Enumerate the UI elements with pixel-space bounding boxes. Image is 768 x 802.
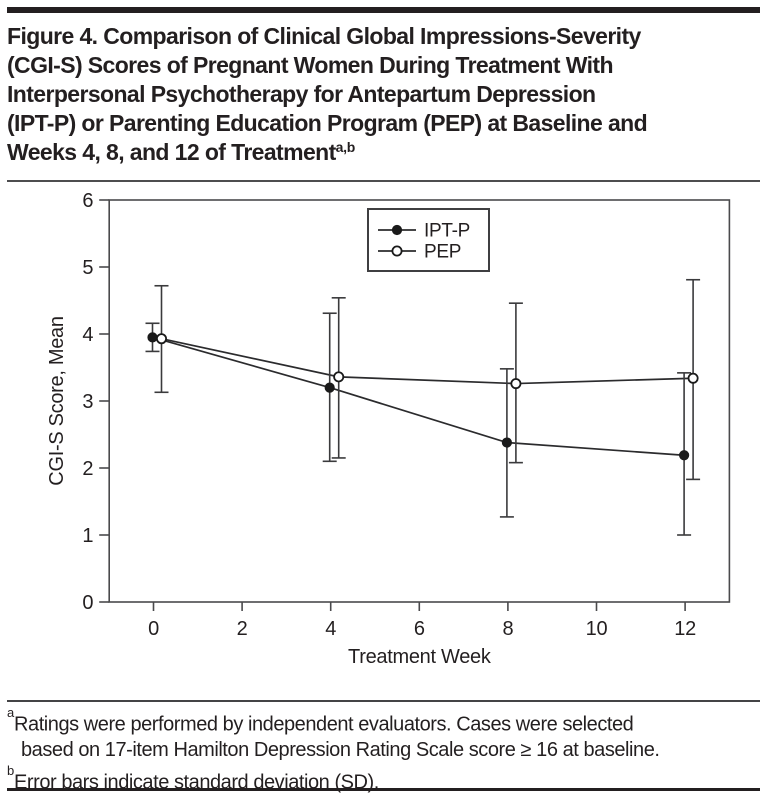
x-tick-label: 6 xyxy=(414,618,425,640)
data-point-pep xyxy=(510,378,522,390)
figure-title-line: Figure 4. Comparison of Clinical Global … xyxy=(7,23,641,49)
top-border-bar xyxy=(7,7,760,13)
legend-box xyxy=(367,208,490,272)
footnote-a-line-2: based on 17-item Hamilton Depression Rat… xyxy=(7,738,763,764)
data-point-ipt-p xyxy=(324,382,335,393)
x-tick-label: 8 xyxy=(502,618,513,640)
footnote-divider xyxy=(7,700,760,702)
y-tick-label: 5 xyxy=(82,257,93,279)
data-point-pep xyxy=(333,371,345,383)
x-tick-label: 0 xyxy=(148,618,159,640)
y-tick-label: 0 xyxy=(82,592,93,614)
figure-title-line: Weeks 4, 8, and 12 of Treatmenta,b xyxy=(7,138,763,170)
footnote-a-text-2: based on 17-item Hamilton Depression Rat… xyxy=(21,739,660,762)
x-tick-label: 4 xyxy=(325,618,336,640)
data-point-pep xyxy=(155,333,167,345)
data-point-ipt-p xyxy=(501,437,512,448)
figure-title: Figure 4. Comparison of Clinical Global … xyxy=(7,22,763,170)
title-divider xyxy=(7,180,760,182)
x-tick-label: 2 xyxy=(237,618,248,640)
figure-title-line: (IPT-P) or Parenting Education Program (… xyxy=(7,110,648,136)
data-point-ipt-p xyxy=(679,450,690,461)
y-tick-label: 6 xyxy=(82,190,93,212)
x-axis-label: Treatment Week xyxy=(348,646,492,668)
data-point-pep xyxy=(687,372,699,384)
y-tick-label: 1 xyxy=(82,525,93,547)
y-tick-label: 2 xyxy=(82,458,93,480)
bottom-border-bar xyxy=(7,788,760,791)
x-tick-label: 12 xyxy=(674,618,696,640)
legend-label-pep: PEP xyxy=(424,242,461,263)
footnote-b-line-1: bError bars indicate standard deviation … xyxy=(7,762,763,796)
figure-title-last-line-text: Weeks 4, 8, and 12 of Treatment xyxy=(7,139,336,165)
footnote-a-marker: a xyxy=(7,705,15,720)
y-tick-label: 3 xyxy=(82,391,93,413)
legend-marker-pep xyxy=(391,245,403,257)
footnotes: aRatings were performed by independent e… xyxy=(7,705,763,796)
footnote-a-line-1: aRatings were performed by independent e… xyxy=(7,705,763,738)
series-line-pep xyxy=(161,337,694,385)
footnote-a-text-1: Ratings were performed by independent ev… xyxy=(14,713,634,736)
figure-title-line: (CGI-S) Scores of Pregnant Women During … xyxy=(7,52,614,78)
figure-title-line: Interpersonal Psychotherapy for Antepart… xyxy=(7,81,596,107)
y-axis-label: CGI-S Score, Mean xyxy=(46,316,68,485)
legend-label-ipt-p: IPT-P xyxy=(424,221,470,242)
legend-marker-ipt-p xyxy=(391,224,403,236)
y-tick-label: 4 xyxy=(82,324,93,346)
footnote-b-text-1: Error bars indicate standard deviation (… xyxy=(14,771,379,794)
figure-title-superscript: a,b xyxy=(335,139,356,155)
footnote-b-marker: b xyxy=(7,762,15,778)
data-point-ipt-p xyxy=(147,332,158,343)
series-line-ipt-p xyxy=(152,336,685,457)
x-tick-label: 10 xyxy=(586,618,608,640)
